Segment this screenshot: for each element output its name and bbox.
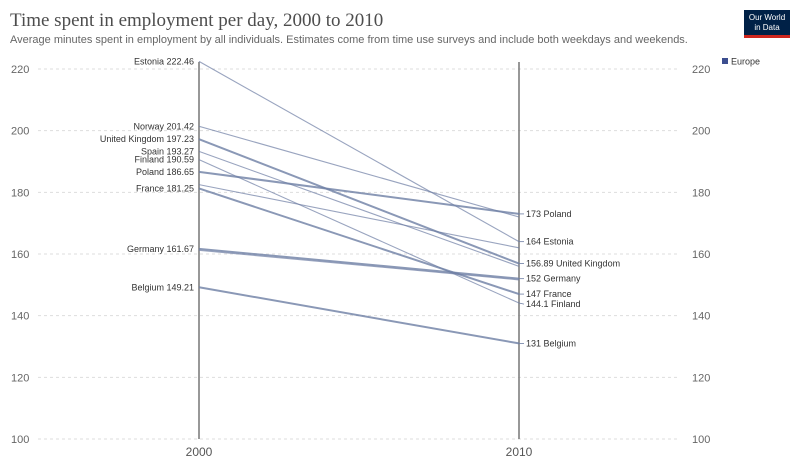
end-label-belgium: 131 Belgium (526, 338, 576, 348)
start-label-belgium: Belgium 149.21 (131, 282, 194, 292)
y-tick-label-right: 180 (692, 187, 710, 199)
y-tick-label-left: 180 (11, 187, 29, 199)
start-label-poland: Poland 186.65 (136, 167, 194, 177)
chart-subtitle: Average minutes spent in employment by a… (10, 34, 688, 46)
series-line-norway (198, 125, 520, 218)
end-label-leader-finland (518, 302, 525, 305)
chart-title: Time spent in employment per day, 2000 t… (10, 10, 384, 31)
legend-label: Europe (731, 57, 760, 67)
start-label-united-kingdom: United Kingdom 197.23 (100, 134, 194, 144)
legend-swatch (722, 58, 728, 64)
series-line-spain (198, 150, 520, 267)
series-line-estonia (198, 60, 520, 243)
end-label-germany: 152 Germany (526, 274, 581, 284)
y-tick-label-right: 160 (692, 249, 710, 261)
y-tick-label-left: 100 (11, 434, 29, 446)
y-tick-label-right: 200 (692, 126, 710, 138)
end-label-france: 147 France (526, 289, 572, 299)
y-tick-label-right: 100 (692, 434, 710, 446)
start-label-estonia: Estonia 222.46 (134, 56, 194, 66)
start-label-finland: Finland 190.59 (134, 155, 194, 165)
series-line-germany-2 (198, 249, 520, 281)
end-label-estonia: 164 Estonia (526, 237, 574, 247)
y-tick-label-left: 160 (11, 249, 29, 261)
x-label-start: 2000 (186, 445, 213, 459)
logo-line-2: in Data (754, 23, 780, 32)
y-tick-label-left: 220 (11, 64, 29, 76)
start-label-germany: Germany 161.67 (127, 244, 194, 254)
y-tick-label-left: 140 (11, 311, 29, 323)
series-line-poland (198, 170, 520, 215)
start-label-spain: Spain 193.27 (141, 146, 194, 156)
y-tick-label-right: 220 (692, 64, 710, 76)
owid-logo[interactable]: Our World in Data (744, 10, 790, 38)
end-label-united-kingdom: 156.89 United Kingdom (526, 259, 620, 269)
series-line-united-kingdom (198, 138, 520, 265)
end-label-finland: 144.1 Finland (526, 299, 581, 309)
start-label-france: France 181.25 (136, 183, 194, 193)
series-line-belgium (198, 286, 520, 345)
y-tick-label-left: 120 (11, 372, 29, 384)
start-label-norway: Norway 201.42 (133, 121, 194, 131)
series-line-germany (198, 247, 520, 280)
y-tick-label-right: 120 (692, 372, 710, 384)
y-tick-label-left: 200 (11, 126, 29, 138)
series-line-finland (198, 159, 520, 304)
logo-line-1: Our World (748, 13, 786, 22)
end-label-poland: 173 Poland (526, 209, 572, 219)
y-tick-label-right: 140 (692, 311, 710, 323)
x-label-end: 2010 (506, 445, 533, 459)
series-line-france (198, 187, 520, 296)
series-line-italy (198, 184, 520, 249)
